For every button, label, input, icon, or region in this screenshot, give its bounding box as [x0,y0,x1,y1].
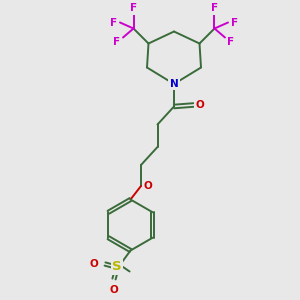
Text: O: O [143,181,152,191]
Text: F: F [227,37,235,47]
Text: F: F [211,3,218,14]
Text: O: O [89,259,98,269]
Text: F: F [130,3,137,14]
Text: S: S [112,260,122,274]
Text: O: O [110,285,118,295]
Text: F: F [110,17,117,28]
Text: O: O [196,100,205,110]
Text: N: N [169,79,178,89]
Text: F: F [231,17,238,28]
Text: F: F [113,37,121,47]
